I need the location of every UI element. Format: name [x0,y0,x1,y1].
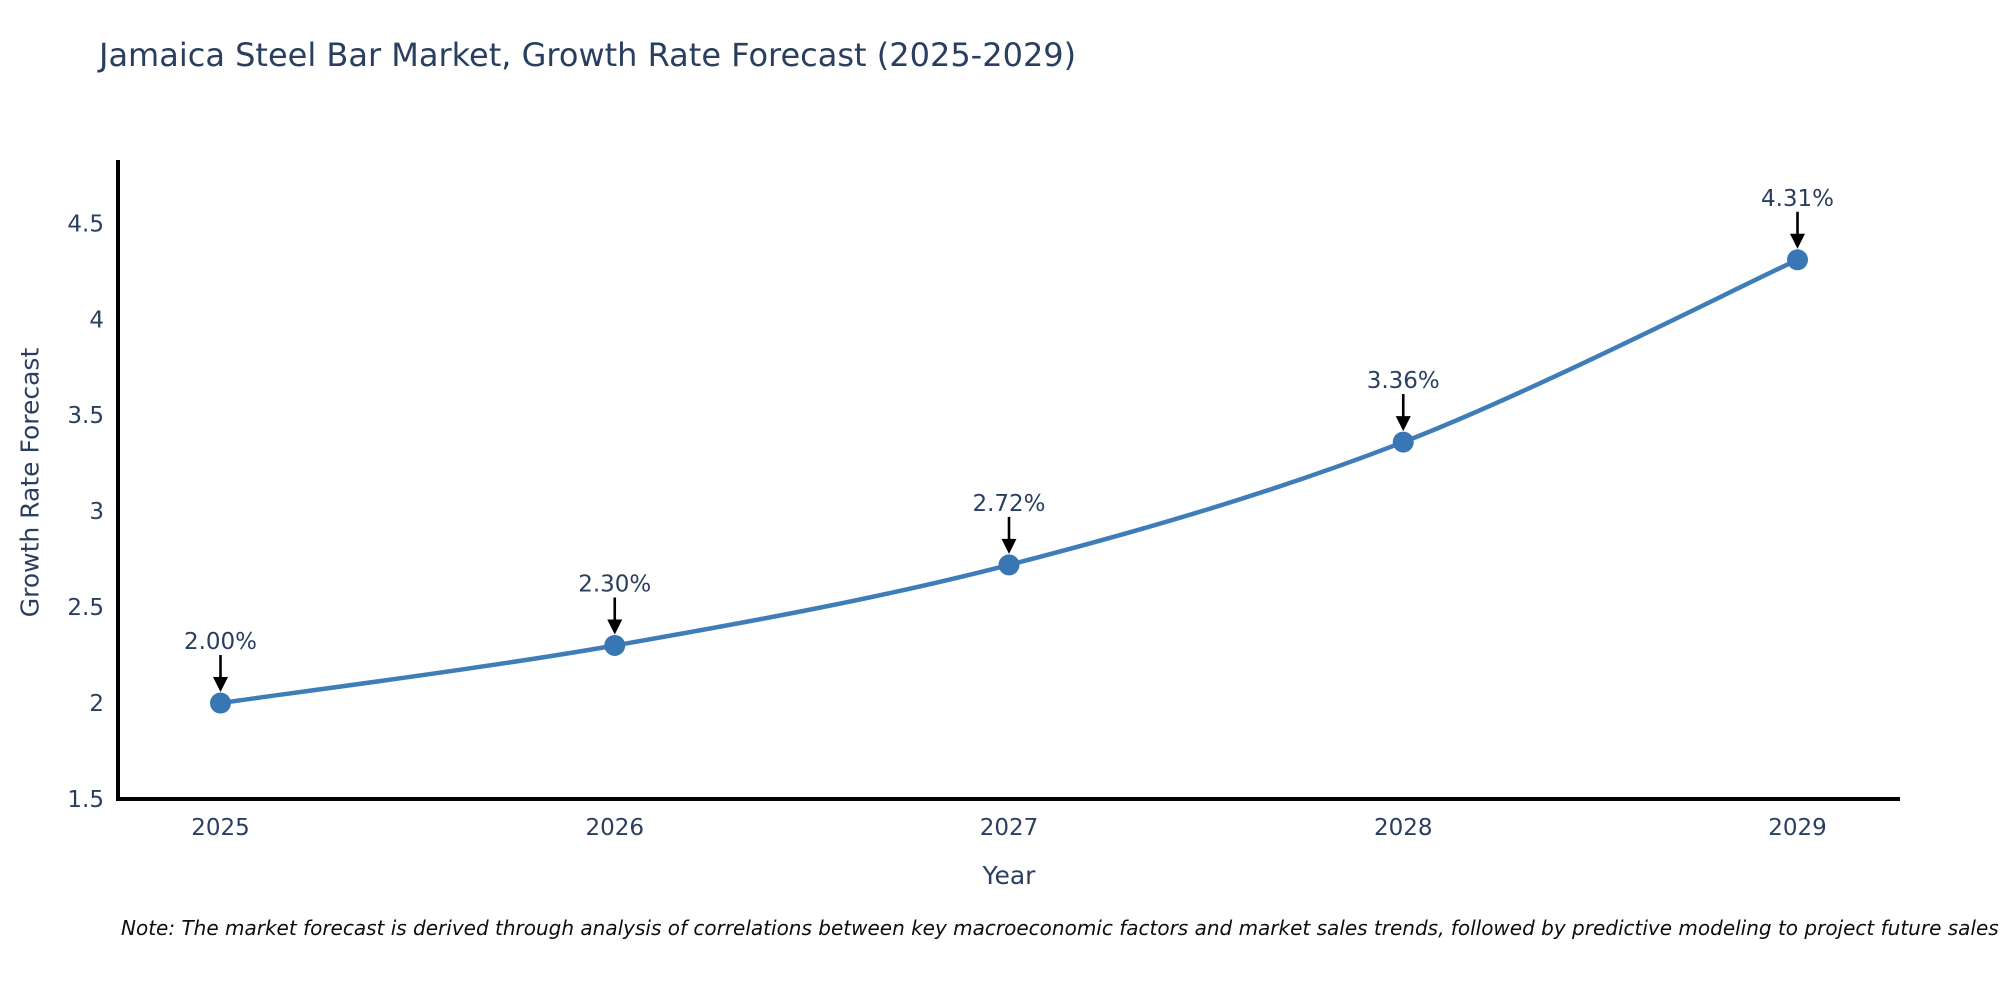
x-tick-label-2026: 2026 [585,815,644,841]
point-label-2026: 2.30% [578,571,651,597]
chart-title: Jamaica Steel Bar Market, Growth Rate Fo… [99,36,1077,74]
y-axis-title: Growth Rate Forecast [15,347,45,618]
annotation-arrowhead-icon-2026 [607,619,623,635]
y-tick-label-4.5: 4.5 [67,211,104,237]
y-tick-label-2: 2 [89,691,104,717]
y-tick-label-1.5: 1.5 [67,787,104,813]
x-tick-label-2028: 2028 [1374,815,1433,841]
annotation-arrowhead-icon-2025 [213,677,229,693]
axis-spines [116,160,1900,801]
annotation-arrowhead-icon-2028 [1395,416,1411,432]
footnote: Note: The market forecast is derived thr… [121,916,1999,940]
point-label-2028: 3.36% [1367,368,1440,394]
x-tick-label-2029: 2029 [1768,815,1827,841]
point-label-2025: 2.00% [184,629,257,655]
x-axis-title: Year [982,861,1036,890]
annotation-arrowhead-icon-2027 [1001,538,1017,554]
data-point-2028[interactable] [1392,431,1414,453]
y-tick-label-3.5: 3.5 [67,403,104,429]
y-tick-label-4: 4 [89,307,104,333]
data-point-2025[interactable] [210,692,232,714]
data-point-2029[interactable] [1786,249,1808,271]
point-label-2029: 4.31% [1761,186,1834,212]
x-tick-label-2027: 2027 [980,815,1039,841]
annotation-arrowhead-icon-2029 [1789,233,1805,249]
growth-rate-line [218,257,1800,706]
y-tick-label-2.5: 2.5 [67,595,104,621]
point-label-2027: 2.72% [972,491,1045,517]
y-tick-label-3: 3 [89,499,104,525]
data-point-2026[interactable] [604,634,626,656]
x-tick-label-2025: 2025 [191,815,250,841]
data-point-2027[interactable] [998,554,1020,576]
